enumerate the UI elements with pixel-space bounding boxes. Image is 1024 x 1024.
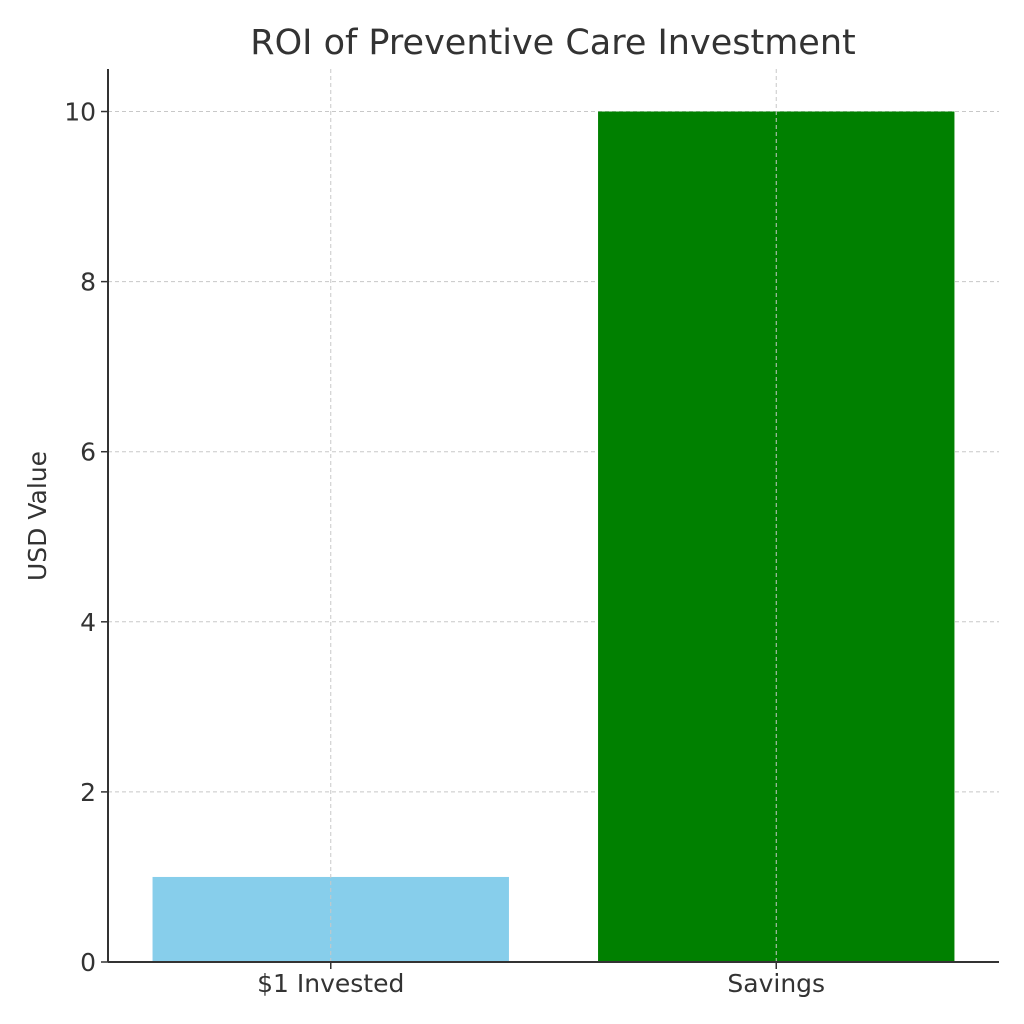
y-tick-label: 6: [80, 438, 96, 467]
y-tick-label: 0: [80, 948, 96, 977]
y-tick-label: 4: [80, 608, 96, 637]
axes: [101, 69, 999, 969]
chart-title: ROI of Preventive Care Investment: [250, 23, 855, 63]
x-tick-label: $1 Invested: [257, 969, 404, 998]
y-tick-label: 2: [80, 778, 96, 807]
x-tick-label: Savings: [727, 969, 825, 998]
y-tick-label: 8: [80, 268, 96, 297]
y-tick-label: 10: [64, 98, 96, 127]
vertical-grid: [330, 69, 777, 962]
tick-labels: 0 2 4 6 8 10 $1 Invested Savings: [64, 98, 825, 998]
y-axis-label: USD Value: [23, 451, 52, 581]
